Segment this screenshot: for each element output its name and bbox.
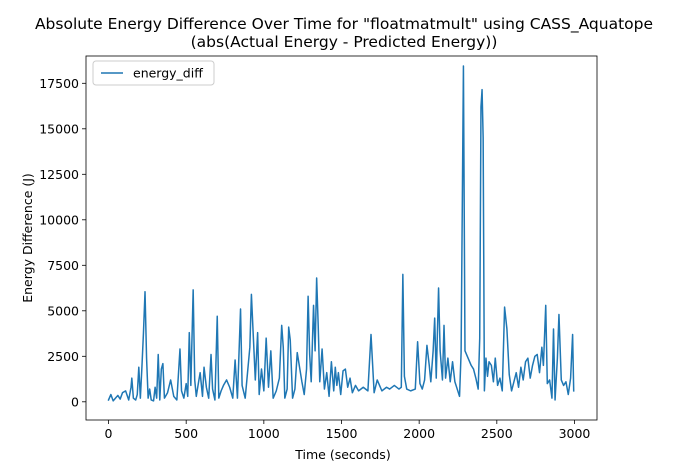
y-tick-label-7500: 7500 bbox=[47, 258, 79, 273]
y-tick-label-15000: 15000 bbox=[39, 121, 79, 136]
x-tick-label-0: 0 bbox=[105, 426, 113, 441]
y-tick-label-0: 0 bbox=[71, 394, 79, 409]
chart-title-line1: Absolute Energy Difference Over Time for… bbox=[35, 15, 653, 34]
series-line-energy_diff bbox=[107, 65, 575, 402]
y-tick-label-12500: 12500 bbox=[39, 167, 79, 182]
legend-label-energy_diff: energy_diff bbox=[133, 66, 203, 81]
x-tick-label-2500: 2500 bbox=[481, 426, 513, 441]
chart-title-line2: (abs(Actual Energy - Predicted Energy)) bbox=[191, 33, 498, 51]
y-axis-label: Energy Difference (J) bbox=[20, 173, 35, 303]
x-axis-label: Time (seconds) bbox=[294, 447, 390, 462]
plot-area: 0 500 1000 1500 2000 2500 3000 0 2500 5000 7500 100… bbox=[39, 55, 598, 441]
y-tick-label-10000: 10000 bbox=[39, 212, 79, 227]
legend-box bbox=[92, 60, 215, 86]
y-tick-label-17500: 17500 bbox=[39, 76, 79, 91]
y-tick-label-2500: 2500 bbox=[47, 349, 79, 364]
y-tick-label-5000: 5000 bbox=[47, 303, 79, 318]
x-tick-label-1000: 1000 bbox=[248, 426, 280, 441]
x-tick-label-1500: 1500 bbox=[326, 426, 358, 441]
x-tick-label-2000: 2000 bbox=[403, 426, 435, 441]
x-tick-label-500: 500 bbox=[174, 426, 198, 441]
x-tick-label-3000: 3000 bbox=[559, 426, 591, 441]
